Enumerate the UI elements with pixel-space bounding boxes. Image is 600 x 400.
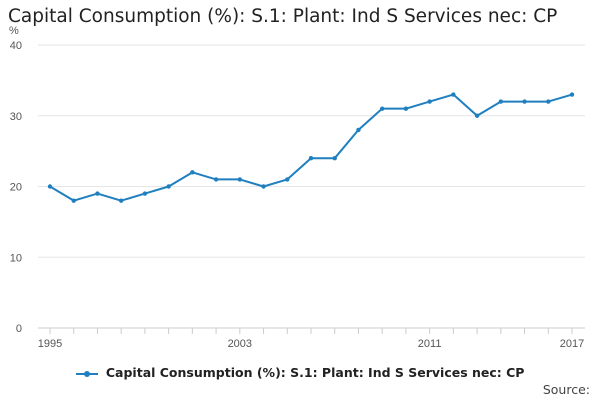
- data-point: [451, 92, 456, 97]
- data-point: [190, 170, 195, 175]
- y-tick-label: 30: [10, 111, 22, 123]
- legend-swatch-icon: [75, 368, 98, 380]
- y-axis: 0 10 20 30 40%: [9, 25, 22, 335]
- data-point: [379, 106, 385, 111]
- data-point: [95, 191, 100, 196]
- legend-label: Capital Consumption (%): S.1: Plant: Ind…: [105, 365, 525, 380]
- series-line: [49, 93, 573, 202]
- source-label: Source:: [542, 382, 590, 397]
- data-point: [261, 184, 266, 189]
- data-point: [47, 184, 53, 189]
- x-tick-label: 1995: [38, 338, 62, 350]
- data-point: [237, 177, 243, 182]
- data-point: [403, 106, 409, 111]
- data-point: [166, 184, 171, 189]
- chart-title: Capital Consumption (%): S.1: Plant: Ind…: [8, 6, 558, 27]
- data-point: [356, 127, 361, 133]
- data-point: [142, 191, 148, 196]
- x-tick-label: 2011: [418, 338, 442, 350]
- data-point: [71, 198, 76, 203]
- x-axis: 1995 2003 2011 2017: [38, 328, 584, 350]
- data-point: [308, 156, 314, 161]
- y-axis-label: %: [9, 25, 19, 37]
- data-point: [569, 92, 575, 97]
- data-point: [213, 177, 219, 182]
- data-point: [118, 198, 124, 203]
- y-tick-label: 0: [16, 323, 22, 335]
- x-tick-label: 2017: [560, 338, 584, 350]
- grid-lines: [38, 44, 585, 329]
- legend[interactable]: Capital Consumption (%): S.1: Plant: Ind…: [0, 365, 600, 380]
- data-point: [427, 99, 432, 104]
- data-point: [498, 99, 504, 104]
- y-tick-label: 20: [10, 182, 22, 194]
- data-point: [474, 113, 480, 118]
- x-tick-label: 2003: [228, 338, 252, 350]
- data-point: [285, 177, 290, 182]
- y-tick-label: 40: [10, 40, 22, 52]
- data-point: [546, 99, 551, 104]
- data-point: [522, 99, 527, 104]
- data-point: [332, 156, 337, 161]
- y-tick-label: 10: [10, 252, 22, 264]
- series-layer: [47, 92, 575, 203]
